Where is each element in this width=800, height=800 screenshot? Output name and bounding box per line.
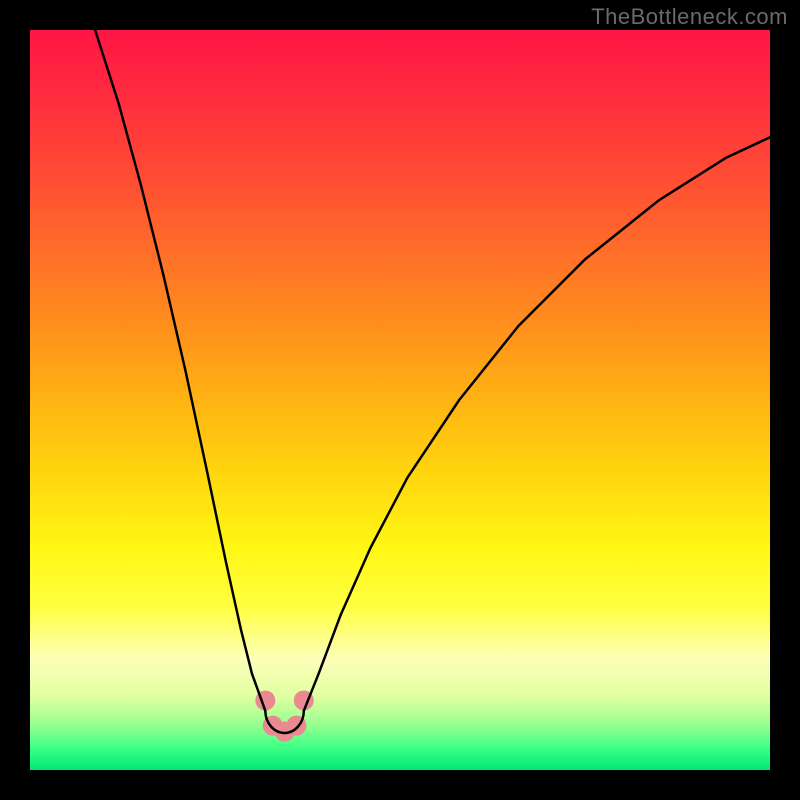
watermark-text: TheBottleneck.com xyxy=(591,4,788,30)
plot-area xyxy=(30,30,770,770)
gradient-background xyxy=(30,30,770,770)
